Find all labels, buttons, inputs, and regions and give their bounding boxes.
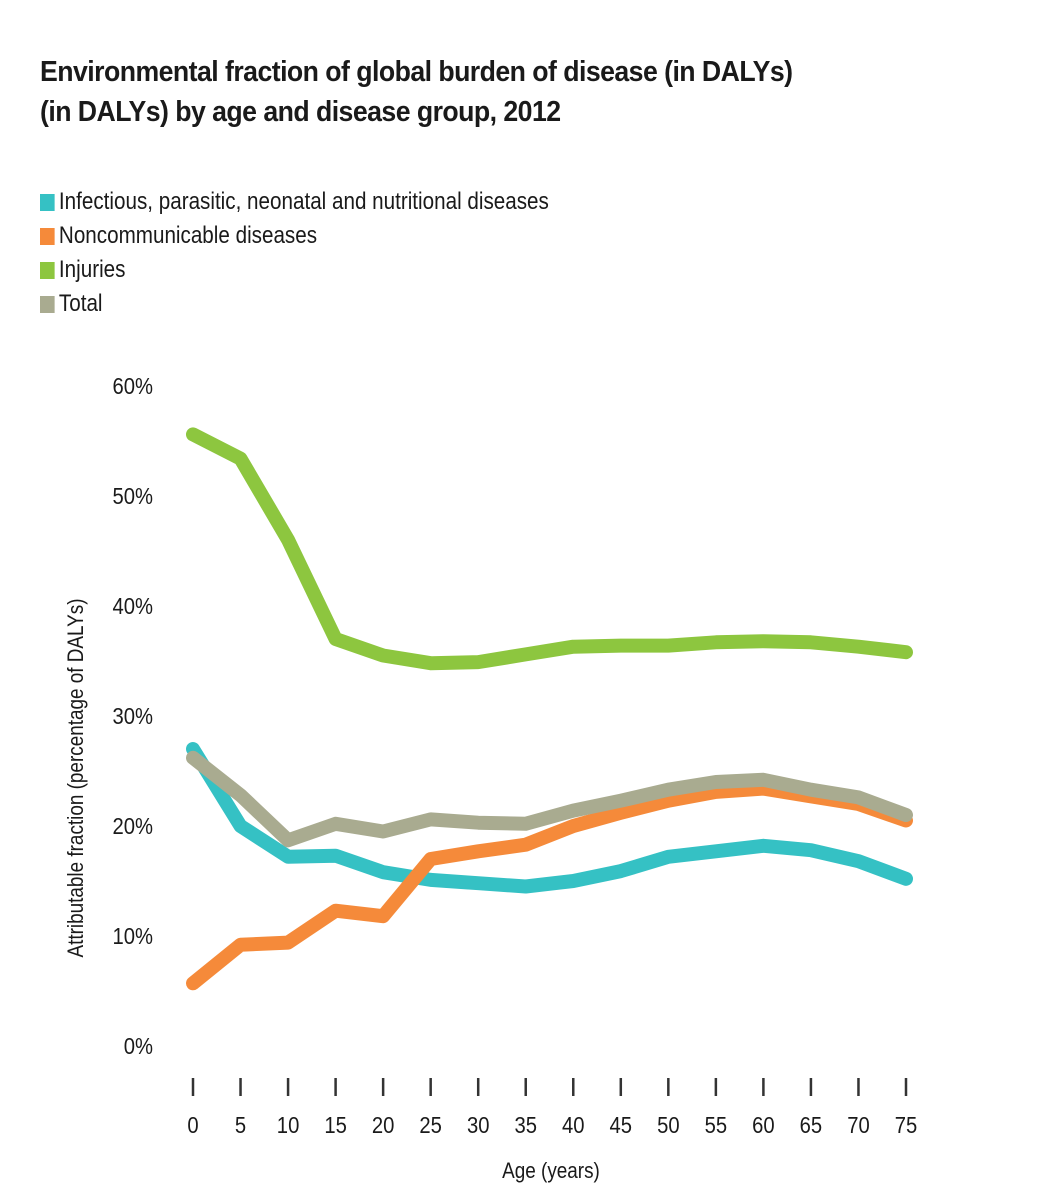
chart-title: Environmental fraction of global burden …	[40, 52, 923, 132]
chart-legend: Infectious, parasitic, neonatal and nutr…	[40, 185, 549, 321]
legend-swatch-injuries	[40, 261, 55, 279]
x-axis-label: Age (years)	[502, 1159, 600, 1184]
x-tick-label: 65	[800, 1112, 823, 1139]
legend-label-noncommunicable: Noncommunicable diseases	[58, 222, 318, 249]
chart-title-line-2: (in DALYs) by age and disease group, 201…	[40, 96, 561, 128]
series-line-infectious	[186, 742, 913, 894]
y-tick-label: 0%	[124, 1033, 153, 1060]
x-tick-label: 5	[235, 1112, 246, 1139]
x-tick-label: 20	[372, 1112, 395, 1139]
series-line-injuries	[186, 427, 913, 671]
legend-swatch-total	[40, 295, 55, 313]
x-tick-label: 55	[705, 1112, 728, 1139]
x-axis-ticks: 0 5 10 15 20 25 30 35 40 45 50 55 60 65 70 75	[187, 1078, 917, 1138]
y-axis-ticks: 0% 10% 20% 30% 40% 50% 60%	[112, 373, 153, 1060]
y-tick-label: 60%	[112, 373, 153, 400]
x-tick-label: 70	[847, 1112, 870, 1139]
y-axis-label: Attributable fraction (percentage of DAL…	[64, 598, 89, 957]
legend-label-infectious: Infectious, parasitic, neonatal and nutr…	[58, 188, 549, 215]
chart-title-line-1: Environmental fraction of global burden …	[40, 56, 793, 88]
y-tick-label: 50%	[112, 483, 153, 510]
legend-label-injuries: Injuries	[58, 256, 126, 283]
x-tick-label: 75	[895, 1112, 918, 1139]
x-tick-label: 25	[419, 1112, 442, 1139]
legend-item-noncommunicable: Noncommunicable diseases	[40, 219, 549, 253]
legend-item-total: Total	[40, 287, 549, 321]
legend-swatch-noncommunicable	[40, 227, 55, 245]
y-tick-label: 10%	[112, 923, 153, 950]
series-line-noncommunicable	[186, 781, 913, 991]
series-line-total	[186, 750, 913, 848]
x-tick-label: 50	[657, 1112, 680, 1139]
legend-swatch-infectious	[40, 193, 55, 211]
y-tick-label: 40%	[112, 593, 153, 620]
x-tick-label: 40	[562, 1112, 585, 1139]
y-tick-label: 30%	[112, 703, 153, 730]
legend-item-injuries: Injuries	[40, 253, 549, 287]
x-tick-label: 60	[752, 1112, 775, 1139]
x-tick-label: 10	[277, 1112, 300, 1139]
x-tick-label: 0	[187, 1112, 198, 1139]
y-tick-label: 20%	[112, 813, 153, 840]
x-tick-label: 30	[467, 1112, 490, 1139]
x-tick-label: 35	[514, 1112, 537, 1139]
x-tick-label: 45	[610, 1112, 633, 1139]
series-lines	[186, 427, 913, 991]
legend-item-infectious: Infectious, parasitic, neonatal and nutr…	[40, 185, 549, 219]
x-tick-label: 15	[324, 1112, 347, 1139]
legend-label-total: Total	[58, 290, 103, 317]
